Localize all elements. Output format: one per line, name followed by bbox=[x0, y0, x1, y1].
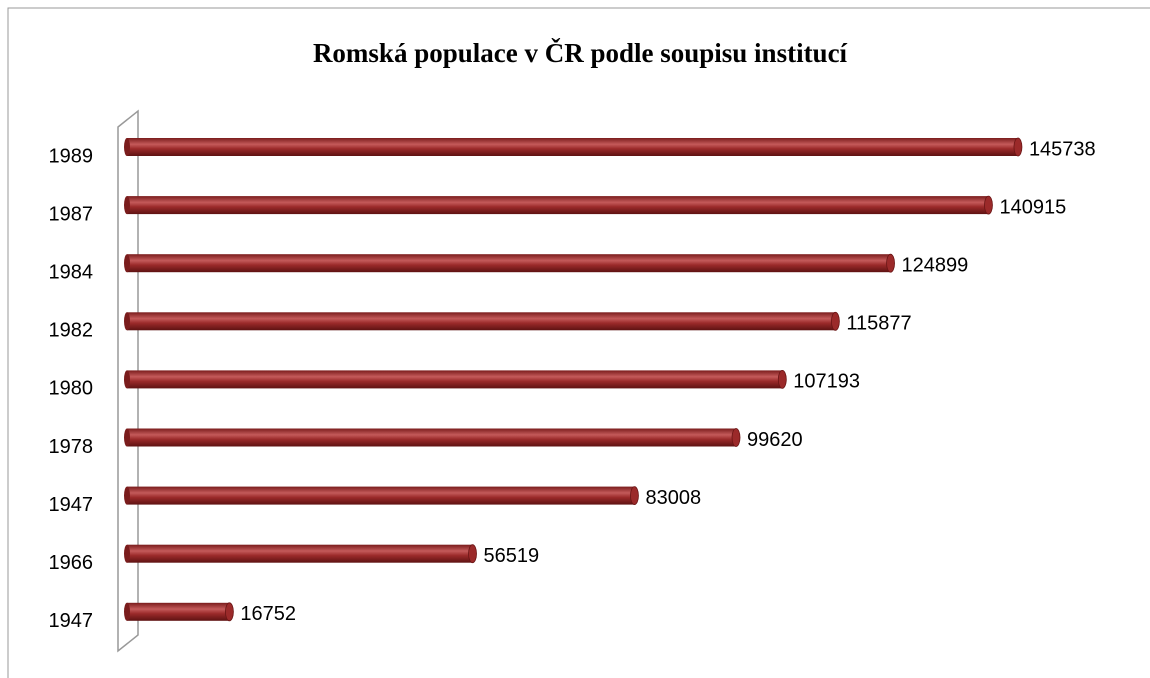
data-label: 140915 bbox=[999, 196, 1066, 218]
bar-cap bbox=[630, 486, 639, 506]
bar bbox=[124, 428, 741, 447]
bar-body bbox=[127, 428, 737, 447]
bar-cap bbox=[1013, 137, 1023, 157]
y-tick-label: 1987 bbox=[49, 203, 94, 225]
bar-base bbox=[124, 196, 130, 215]
bar-cap bbox=[830, 311, 840, 331]
bar-cap bbox=[731, 428, 741, 447]
bar-base bbox=[124, 312, 130, 331]
bar-body bbox=[127, 544, 473, 563]
plot: 1989 145738 1987 140915 1984 124899 1982 115877… bbox=[49, 137, 1096, 632]
bar-cap bbox=[225, 602, 234, 622]
y-tick-label: 1989 bbox=[49, 145, 94, 167]
data-label: 83008 bbox=[645, 487, 701, 509]
y-tick-label: 1966 bbox=[49, 552, 94, 574]
bar-base bbox=[124, 254, 130, 273]
data-label: 99620 bbox=[747, 429, 803, 451]
bar-base bbox=[124, 486, 130, 505]
bar-base bbox=[124, 138, 130, 156]
bar bbox=[124, 195, 993, 215]
bar-body bbox=[127, 138, 1018, 156]
y-tick-label: 1947 bbox=[49, 610, 94, 632]
bar-cap bbox=[886, 253, 895, 273]
bar-base bbox=[124, 370, 130, 389]
bar-cap bbox=[777, 369, 787, 389]
bar bbox=[124, 369, 787, 389]
data-label: 107193 bbox=[793, 371, 860, 393]
y-tick-label: 1982 bbox=[49, 320, 94, 342]
bar-base bbox=[124, 428, 130, 447]
bar-body bbox=[127, 312, 836, 331]
bar-base bbox=[124, 544, 130, 563]
bar bbox=[124, 486, 639, 506]
bar bbox=[124, 253, 895, 273]
bar bbox=[124, 544, 477, 564]
y-tick-label: 1984 bbox=[49, 261, 94, 283]
bar-body bbox=[127, 370, 783, 389]
y-tick-label: 1978 bbox=[49, 436, 94, 458]
y-tick-label: 1947 bbox=[49, 494, 94, 516]
data-label: 115877 bbox=[846, 313, 911, 335]
data-label: 56519 bbox=[484, 545, 540, 567]
data-label: 124899 bbox=[902, 254, 969, 276]
bar bbox=[124, 311, 840, 331]
bar-body bbox=[127, 254, 891, 273]
bar-base bbox=[124, 602, 130, 621]
data-label: 145738 bbox=[1029, 138, 1096, 160]
data-label: 16752 bbox=[240, 603, 296, 625]
y-tick-label: 1980 bbox=[49, 378, 94, 400]
chart-border bbox=[7, 7, 1150, 678]
bar-cap bbox=[984, 195, 993, 215]
bar-body bbox=[127, 486, 635, 505]
bar-body bbox=[127, 196, 989, 215]
bar-body bbox=[127, 602, 230, 621]
bar bbox=[124, 137, 1023, 157]
bar bbox=[124, 602, 234, 622]
chart-title: Romská populace v ČR podle soupisu insti… bbox=[313, 38, 848, 68]
bar-cap bbox=[468, 544, 477, 564]
